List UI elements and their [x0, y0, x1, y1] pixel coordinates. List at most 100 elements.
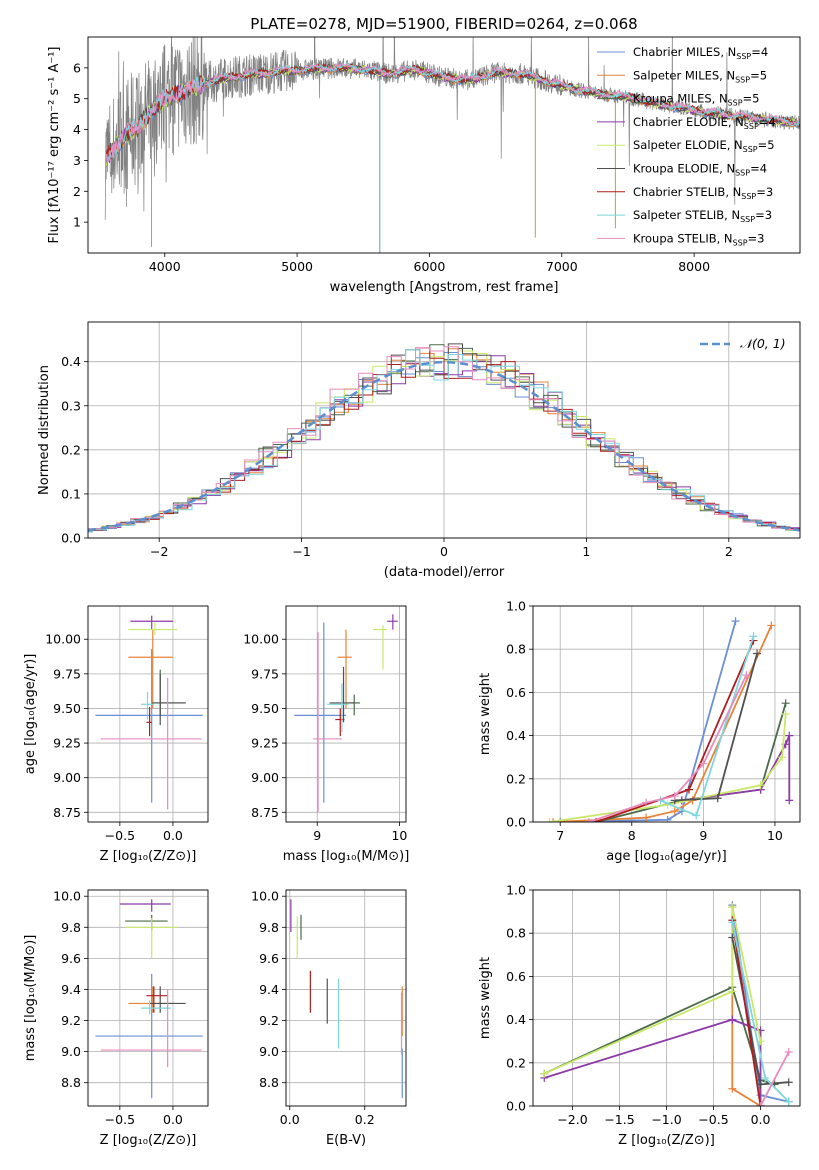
- y-tick-label: 9.00: [53, 770, 81, 785]
- legend-entry-sub: SSP: [743, 145, 758, 154]
- mass-weight-marker: [742, 671, 751, 680]
- y-tick-label: 0.3: [61, 398, 81, 413]
- legend-entry-main: Chabrier ELODIE, N: [633, 115, 744, 129]
- legend-entry-sub: SSP: [733, 238, 748, 247]
- y-tick-label: 8.8: [61, 1075, 81, 1090]
- x-tick-label: 0.0: [280, 1112, 300, 1127]
- mass-weight-marker: [728, 1015, 737, 1024]
- legend-entry-main: Chabrier STELIB, N: [633, 185, 741, 199]
- y-tick-label: 0.2: [506, 1055, 526, 1070]
- legend-entry-tail: =3: [748, 231, 765, 245]
- y-axis-label: Normed distribution: [37, 365, 52, 495]
- y-axis-label: age [log₁₀(age/yr)]: [23, 654, 38, 775]
- spectrum-panel: 4000 5000 6000 7000 8000 1 2 3 4 5 6 wavelength [An…: [47, 36, 801, 295]
- y-axis-label: mass weight: [478, 673, 493, 755]
- mass-weight-marker: [778, 753, 787, 762]
- x-tick-label: 8000: [678, 259, 710, 274]
- plot-frame: [87, 605, 209, 823]
- x-tick-label: −1: [292, 544, 310, 559]
- y-tick-label: 9.6: [61, 951, 81, 966]
- mass-weight-series: [759, 1051, 790, 1106]
- y-tick-label: 0.4: [506, 728, 526, 743]
- legend-entry-main: Chabrier MILES, N: [633, 45, 736, 59]
- mass-weight-marker: [781, 699, 790, 708]
- y-tick-label: 9.25: [251, 736, 279, 751]
- mass-weight-series: [544, 1018, 762, 1106]
- y-tick-label: 0.2: [506, 771, 526, 786]
- x-tick-label: 4000: [149, 259, 181, 274]
- mass-weight-marker: [728, 903, 737, 912]
- y-tick-label: 0.4: [61, 354, 81, 369]
- plot-frame: [532, 889, 801, 1107]
- mass-weight-series: [560, 620, 737, 822]
- x-tick-label: 8: [628, 828, 636, 843]
- y-tick-label: 9.50: [251, 701, 279, 716]
- legend-entry: Chabrier STELIB, NSSP=3: [633, 185, 773, 201]
- plot-frame: [285, 889, 407, 1107]
- y-tick-label: 0.6: [506, 685, 526, 700]
- x-tick-label: 0.0: [163, 1112, 183, 1127]
- x-tick-label: 0.0: [163, 828, 183, 843]
- mass-weight-marker: [728, 987, 737, 996]
- y-tick-label: 0.6: [506, 969, 526, 984]
- y-tick-label: 0.1: [61, 486, 81, 501]
- x-tick-label: −1.5: [604, 1112, 634, 1127]
- mass-weight-marker: [663, 815, 672, 822]
- residual-histogram: [88, 346, 800, 532]
- legend-entry-main: Salpeter ELODIE, N: [633, 138, 743, 152]
- mass-weight-marker: [685, 785, 694, 794]
- x-tick-label: 0: [440, 544, 448, 559]
- y-tick-label: 4: [73, 122, 81, 137]
- mass-weight-marker: [728, 918, 737, 927]
- mass-weight-series: [543, 985, 775, 1086]
- x-tick-label: −0.5: [698, 1112, 728, 1127]
- mass-weight-marker: [540, 1069, 549, 1078]
- y-axis-label: mass [log₁₀(M/M⊙)]: [23, 935, 38, 1062]
- legend-entry-sub: SSP: [735, 169, 750, 178]
- legend-entry-main: Kroupa MILES, N: [633, 92, 728, 106]
- legend-entry: Salpeter ELODIE, NSSP=5: [633, 138, 775, 154]
- x-tick-label: 10: [767, 828, 783, 843]
- y-axis-label: Flux [fλ10⁻¹⁷ erg cm⁻² s⁻¹ A⁻¹]: [47, 47, 62, 244]
- mass-weight-marker: [584, 818, 593, 822]
- legend-entry: Chabrier ELODIE, NSSP=4: [633, 115, 776, 131]
- histograms: [88, 343, 800, 533]
- mass-weight-marker: [670, 807, 679, 816]
- x-tick-label: 10: [391, 828, 407, 843]
- x-tick-label: 9: [699, 828, 707, 843]
- mass-weight-marker: [756, 1102, 765, 1106]
- mass-weight-marker: [756, 781, 765, 790]
- mass-weight-marker: [699, 759, 708, 768]
- legend-entry-tail: =5: [750, 68, 767, 82]
- spectrum-lines: [104, 37, 800, 253]
- y-tick-label: 10.00: [45, 632, 81, 647]
- legend-entry-tail: =4: [750, 162, 767, 176]
- legend-entry-tail: =3: [755, 208, 772, 222]
- x-tick-label: 2: [725, 544, 733, 559]
- y-tick-label: 9.75: [53, 666, 81, 681]
- age-vs-Z-panel: −0.5 0.0 8.75 9.00 9.25 9.50 9.75 10.00 Z [log₁₀…: [23, 605, 209, 864]
- mass-weight-marker: [670, 792, 679, 801]
- mass-weight-marker: [784, 1097, 793, 1106]
- legend-entry-sub: SSP: [736, 52, 751, 61]
- legend-entry: Kroupa ELODIE, NSSP=4: [633, 162, 767, 178]
- x-tick-label: 1: [582, 544, 590, 559]
- y-tick-label: 8.8: [259, 1075, 279, 1090]
- mass-weight-marker: [713, 794, 722, 803]
- y-tick-label: 10.00: [243, 632, 279, 647]
- plot-frame: [87, 889, 209, 1107]
- x-tick-label: −2.0: [557, 1112, 587, 1127]
- y-tick-label: 0.8: [506, 642, 526, 657]
- y-axis-label: mass weight: [478, 957, 493, 1039]
- y-tick-label: 6: [73, 60, 81, 75]
- y-tick-label: 1.0: [506, 883, 526, 898]
- error-bars: [95, 899, 203, 1099]
- y-tick-label: 9.75: [251, 666, 279, 681]
- x-axis-label: Z [log₁₀(Z/Z⊙)]: [618, 1133, 715, 1148]
- legend-entry: Kroupa MILES, NSSP=5: [633, 92, 759, 108]
- residual-histogram: [88, 349, 800, 533]
- legend-entry-tail: =3: [756, 185, 773, 199]
- y-tick-label: 9.4: [259, 982, 279, 997]
- figure-title: PLATE=0278, MJD=51900, FIBERID=0264, z=0…: [250, 15, 637, 33]
- gaussian-curve: [88, 360, 800, 532]
